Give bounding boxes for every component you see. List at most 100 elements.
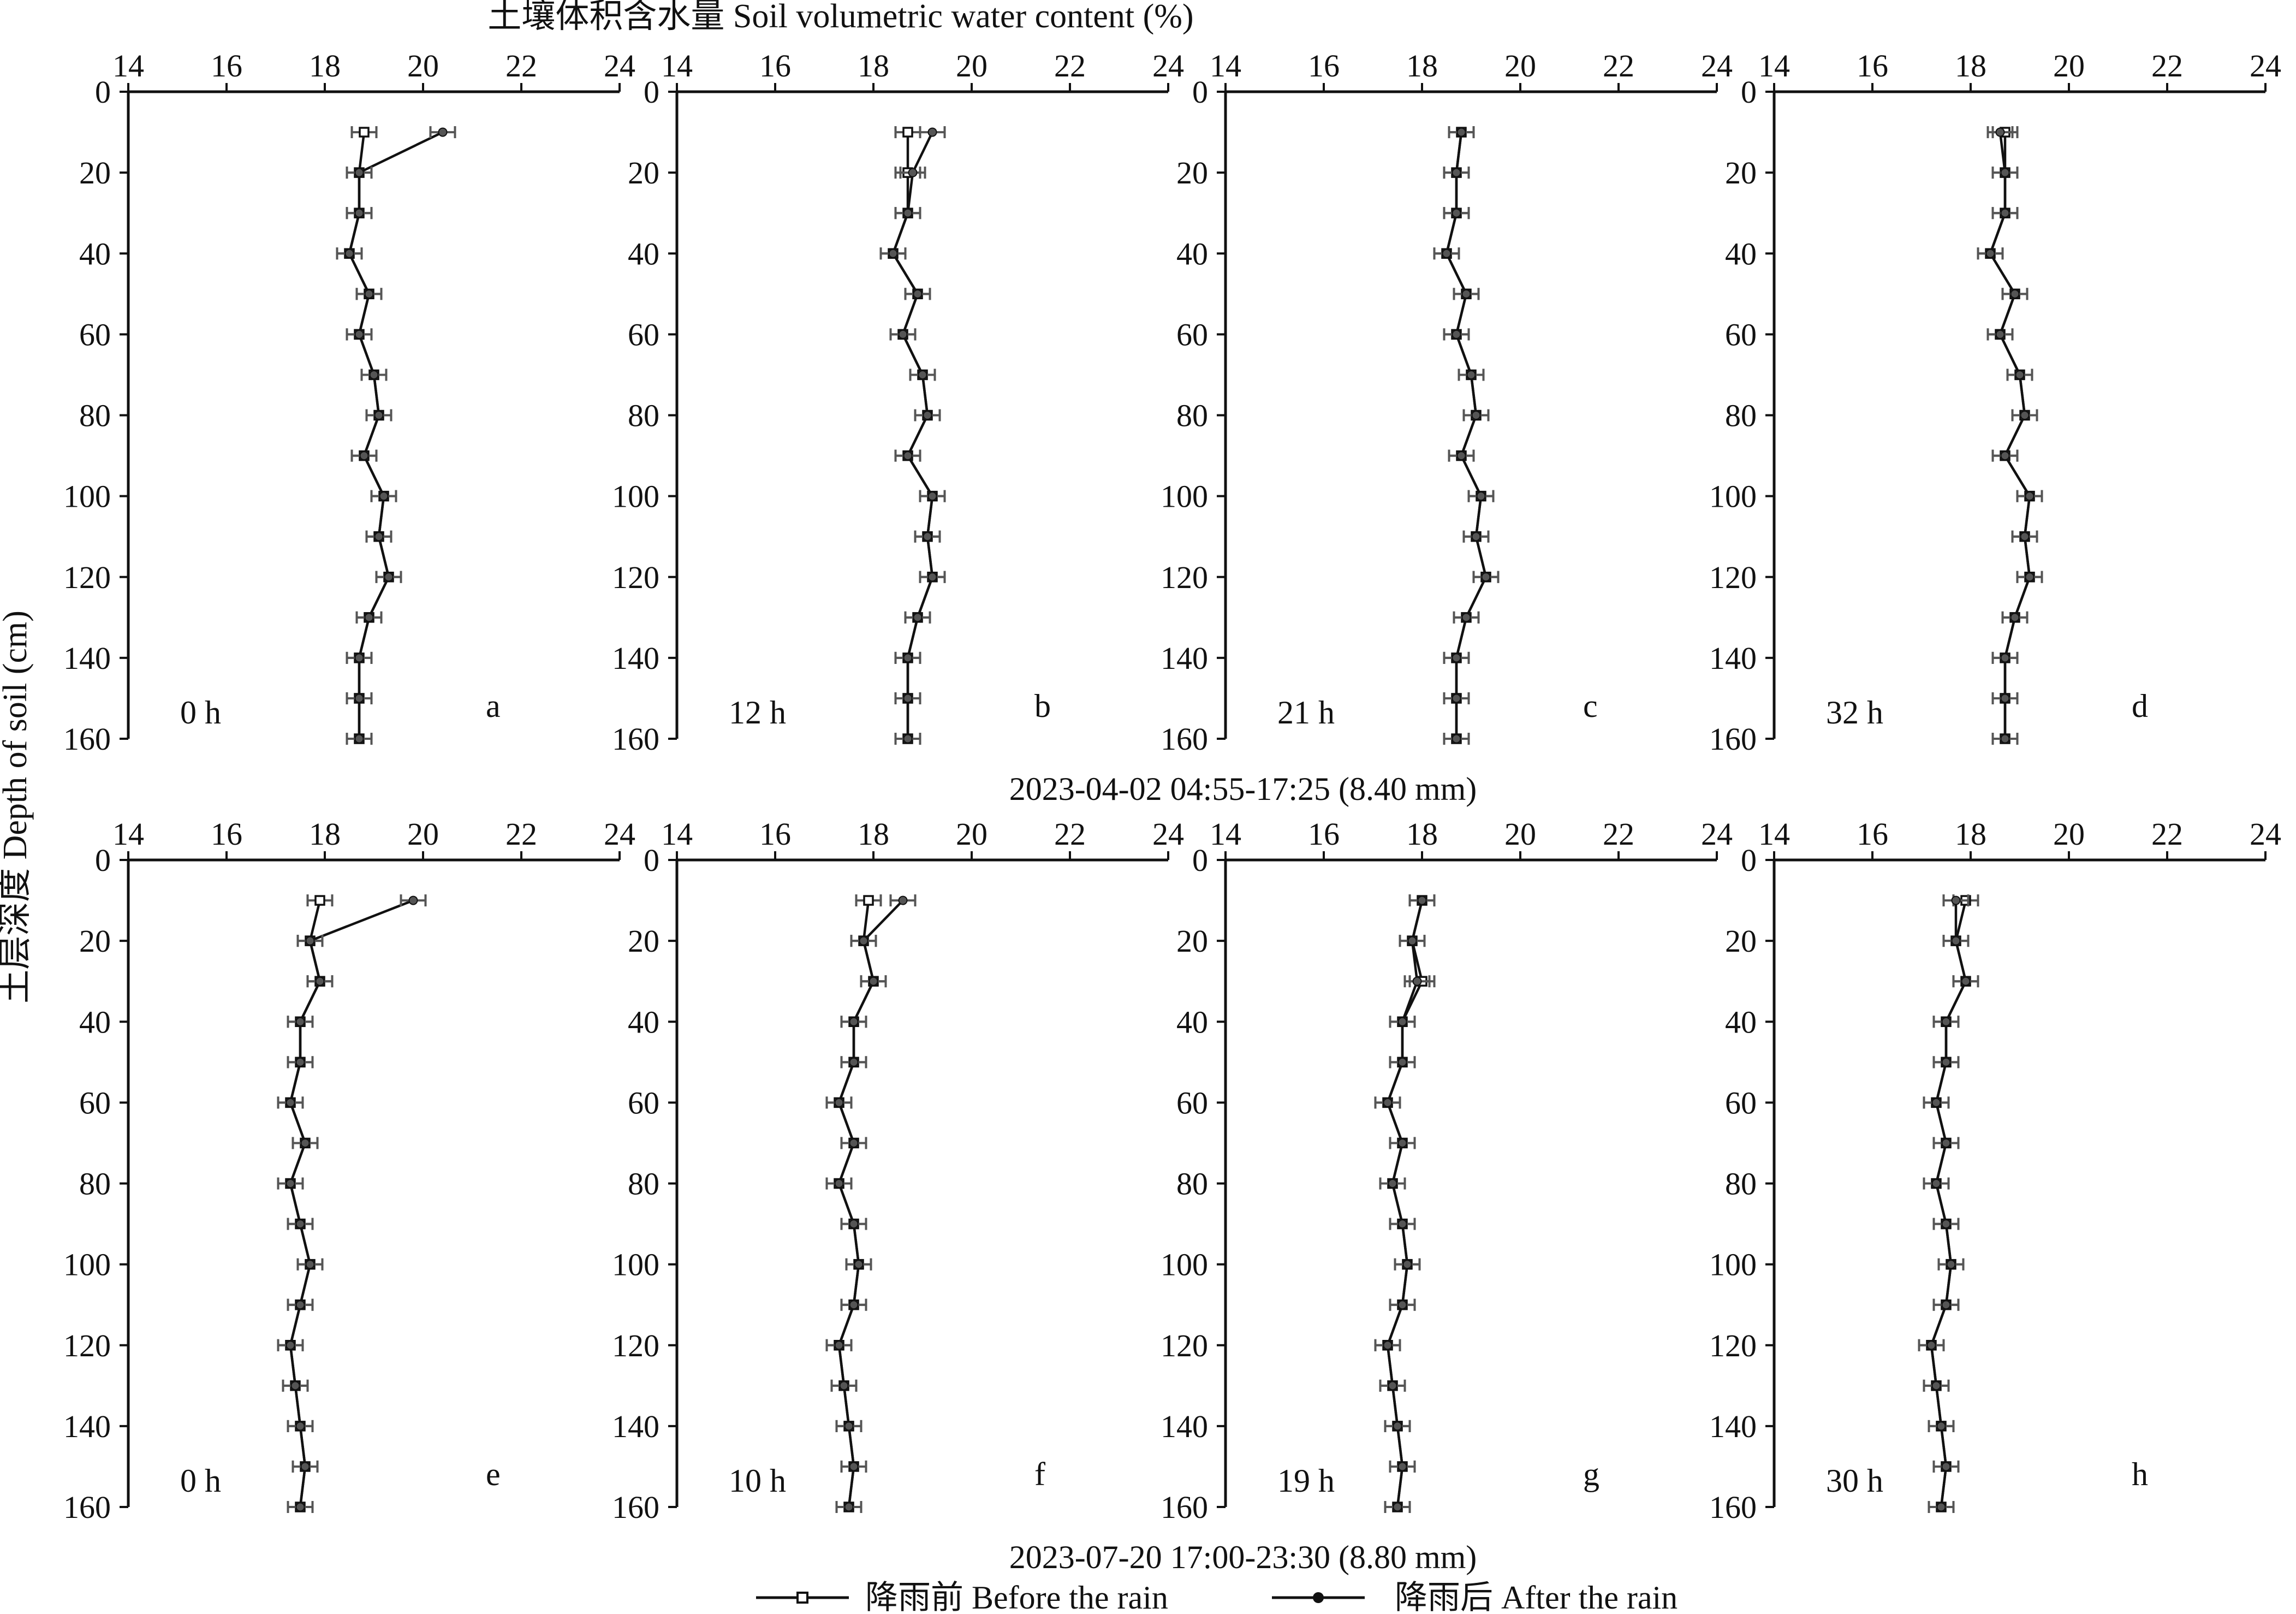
panel-time-label: 32 h: [1826, 695, 1883, 731]
y-tick-label: 60: [1176, 1085, 1208, 1120]
y-tick-label: 100: [612, 479, 659, 514]
x-tick-label: 20: [956, 48, 988, 84]
panel-f: 14 16 18 20 22 24 0 20 40 60 80 100 120 140 160 10 h f: [612, 816, 1184, 1525]
point-after: [927, 572, 937, 582]
point-after: [2000, 734, 2010, 744]
y-tick-label: 100: [1161, 479, 1208, 514]
y-tick-label: 40: [1176, 1004, 1208, 1040]
x-tick-label: 24: [604, 48, 635, 84]
x-tick-label: 18: [1406, 48, 1438, 84]
x-tick-label: 24: [1701, 816, 1733, 852]
y-tick-label: 40: [1176, 236, 1208, 271]
y-tick-label: 140: [63, 640, 111, 676]
point-after: [1476, 491, 1486, 501]
point-after: [1383, 1097, 1393, 1107]
point-after: [300, 1138, 310, 1148]
series-before-line: [348, 132, 390, 739]
point-after: [408, 895, 418, 905]
point-after: [1985, 248, 1995, 258]
point-after: [1452, 734, 1461, 744]
x-tick-label: 14: [661, 48, 693, 84]
y-tick-label: 40: [628, 236, 659, 271]
point-after: [1931, 1179, 1941, 1188]
point-after: [354, 734, 364, 744]
y-tick-label: 140: [1709, 1409, 1757, 1444]
point-after: [903, 693, 913, 703]
legend-before-label: 降雨前 Before the rain: [865, 1580, 1168, 1614]
point-after: [1995, 127, 2005, 137]
y-tick-label: 120: [1709, 1328, 1757, 1363]
point-after: [295, 1421, 305, 1431]
point-after: [354, 693, 364, 703]
y-tick-label: 20: [1725, 155, 1757, 191]
point-after: [888, 248, 898, 258]
point-after: [1456, 127, 1466, 137]
series-after-line: [1989, 132, 2031, 739]
point-after: [2000, 168, 2010, 177]
series-after-line: [1386, 900, 1424, 1508]
point-after: [927, 491, 937, 501]
panel-d: 14 16 18 20 22 24 0 20 40 60 80 100 120 140 160 32 h d: [1709, 48, 2281, 757]
panel-time-label: 0 h: [180, 695, 221, 731]
y-tick-label: 40: [1725, 236, 1757, 271]
x-tick-label: 14: [1758, 48, 1790, 84]
point-before: [314, 895, 325, 906]
y-tick-label: 60: [1725, 317, 1757, 352]
point-after: [1397, 1138, 1407, 1148]
y-tick-label: 20: [628, 923, 659, 959]
point-after: [1393, 1502, 1402, 1512]
x-tick-label: 16: [759, 816, 791, 852]
point-after: [849, 1300, 859, 1310]
x-tick-label: 14: [661, 816, 693, 852]
x-tick-label: 16: [1308, 48, 1340, 84]
point-after: [903, 208, 913, 218]
point-after: [903, 451, 913, 461]
point-after: [2010, 613, 2020, 622]
y-tick-label: 60: [79, 317, 111, 352]
y-tick-label: 0: [1192, 74, 1208, 110]
y-tick-label: 80: [1176, 1166, 1208, 1202]
panel-a: 14 16 18 20 22 24 0 20 40 60 80 100 120 140 160 0 h a: [63, 48, 635, 757]
y-tick-label: 0: [95, 842, 111, 878]
y-tick-label: 160: [612, 721, 659, 757]
point-after: [1452, 168, 1461, 177]
point-before: [863, 895, 874, 906]
y-axis-label: 土层深度 Depth of soil (cm): [0, 610, 34, 1004]
y-tick-label: 80: [1176, 398, 1208, 434]
y-tick-label: 0: [95, 74, 111, 110]
x-tick-label: 18: [1955, 816, 1986, 852]
y-tick-label: 120: [1161, 1328, 1208, 1363]
point-after: [2000, 451, 2010, 461]
y-tick-label: 0: [644, 842, 659, 878]
point-after: [364, 289, 374, 299]
x-tick-label: 24: [1152, 816, 1184, 852]
y-tick-label: 0: [1741, 842, 1757, 878]
y-tick-label: 60: [628, 1085, 659, 1120]
y-tick-label: 40: [79, 236, 111, 271]
point-after: [2020, 532, 2030, 542]
point-after: [354, 653, 364, 663]
point-after: [1951, 936, 1961, 946]
y-tick-label: 20: [79, 923, 111, 959]
point-after: [1456, 451, 1466, 461]
point-after: [1931, 1381, 1941, 1391]
point-after: [839, 1381, 849, 1391]
y-tick-label: 140: [1709, 640, 1757, 676]
point-after: [1936, 1421, 1946, 1431]
point-after: [2010, 289, 2020, 299]
point-after: [285, 1179, 295, 1188]
x-tick-label: 20: [1504, 816, 1536, 852]
point-after: [898, 329, 908, 339]
x-tick-label: 16: [211, 48, 242, 84]
point-after: [844, 1502, 854, 1512]
top-title: 土壤体积含水量 Soil volumetric water content (%…: [487, 0, 1193, 35]
x-tick-label: 22: [1603, 48, 1634, 84]
y-tick-label: 20: [1725, 923, 1757, 959]
panel-time-label: 0 h: [180, 1463, 221, 1499]
y-tick-label: 160: [63, 721, 111, 757]
series-before-line: [891, 132, 934, 739]
series-after-line: [837, 899, 904, 1508]
x-tick-label: 18: [858, 816, 889, 852]
point-after: [379, 491, 389, 501]
